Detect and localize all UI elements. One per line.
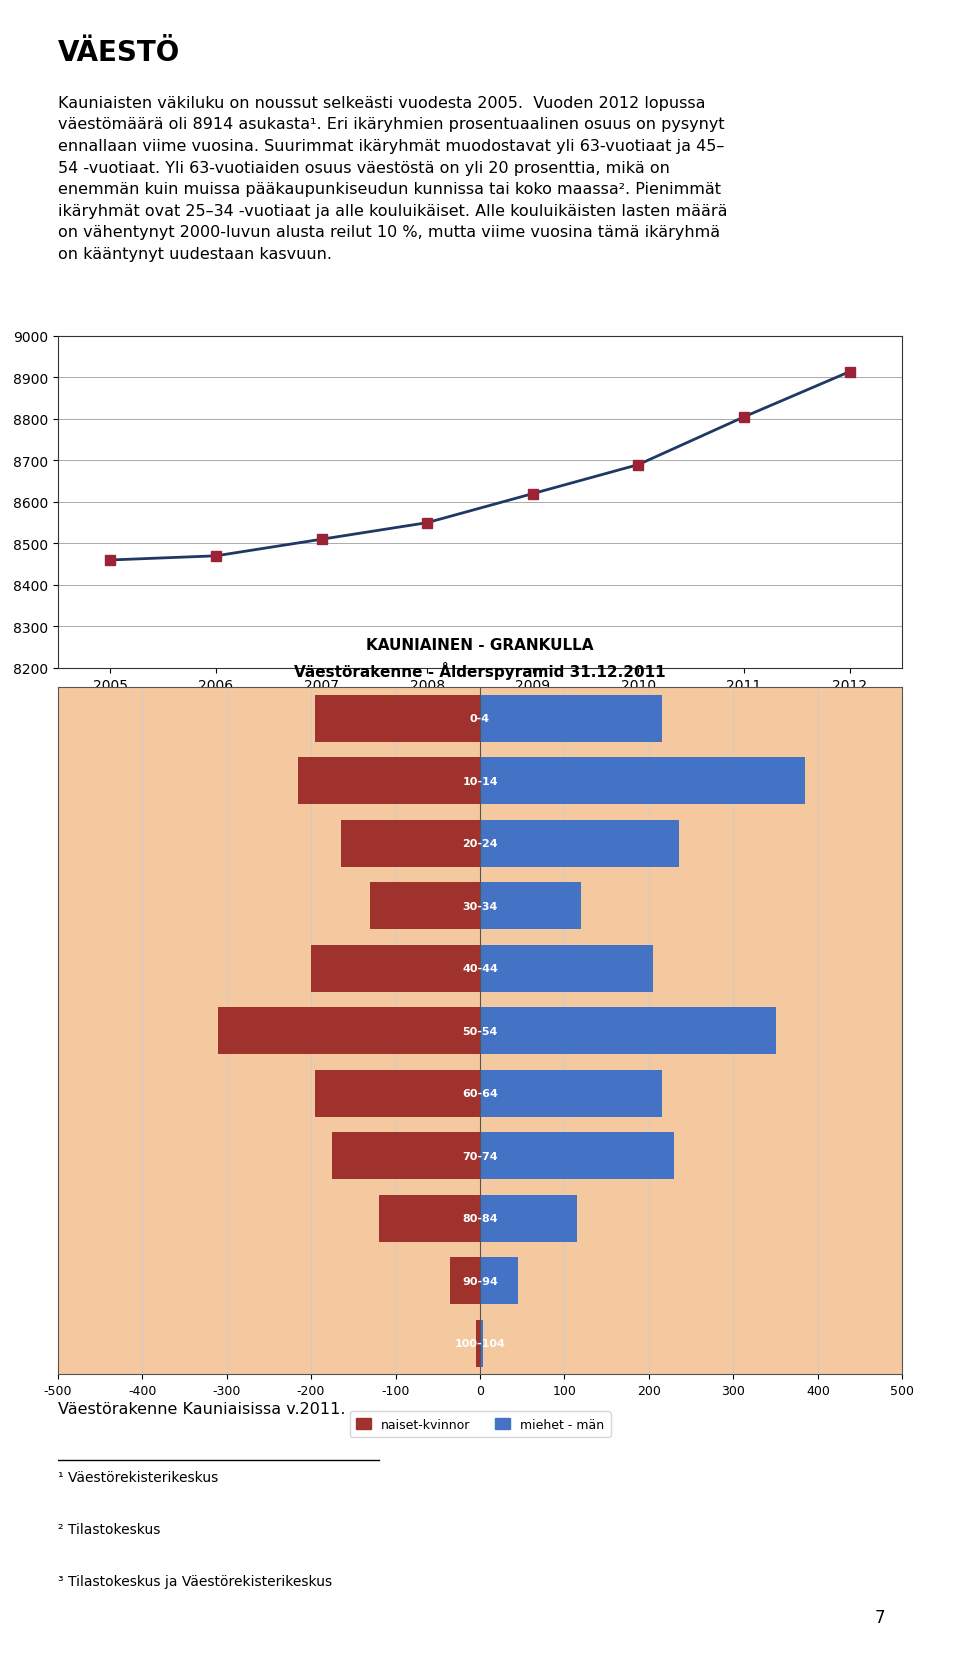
Text: 20-24: 20-24 [462, 839, 498, 849]
Bar [480, 945, 653, 992]
Text: 90-94: 90-94 [462, 1276, 498, 1286]
Text: 40-44: 40-44 [462, 963, 498, 973]
Text: ² Tilastokeskus: ² Tilastokeskus [58, 1523, 160, 1536]
Text: 0-4: 0-4 [470, 714, 490, 724]
Bar [299, 757, 480, 805]
Bar [480, 696, 661, 742]
Text: 80-84: 80-84 [462, 1213, 498, 1223]
Text: Väestön kehitys Kauniaisissa v. 2005 – 2012³.: Väestön kehitys Kauniaisissa v. 2005 – 2… [58, 722, 405, 737]
Text: VÄESTÖ: VÄESTÖ [58, 38, 180, 67]
Text: 50-54: 50-54 [463, 1027, 497, 1037]
Bar [480, 1070, 661, 1117]
Bar [341, 820, 480, 867]
Text: ¹ Väestörekisterikeskus: ¹ Väestörekisterikeskus [58, 1469, 218, 1484]
Bar [218, 1008, 480, 1055]
Bar [480, 757, 805, 805]
Bar [480, 1320, 483, 1366]
Text: 100-104: 100-104 [455, 1338, 505, 1348]
Text: 60-64: 60-64 [462, 1088, 498, 1098]
Text: Kauniaisten väkiluku on noussut selkeästi vuodesta 2005.  Vuoden 2012 lopussa
vä: Kauniaisten väkiluku on noussut selkeäst… [58, 97, 727, 261]
Bar [480, 820, 679, 867]
Text: 70-74: 70-74 [462, 1151, 498, 1161]
Bar [480, 1008, 776, 1055]
Bar [315, 696, 480, 742]
Bar [378, 1195, 480, 1241]
Text: 10-14: 10-14 [462, 777, 498, 787]
Bar [480, 1133, 674, 1180]
Text: ³ Tilastokeskus ja Väestörekisterikeskus: ³ Tilastokeskus ja Väestörekisterikeskus [58, 1574, 332, 1587]
Bar [480, 1195, 577, 1241]
Text: 30-34: 30-34 [463, 902, 497, 912]
Legend: naiset-kvinnor, miehet - män: naiset-kvinnor, miehet - män [349, 1411, 611, 1438]
Title: KAUNIAINEN - GRANKULLA
Väestörakenne - Ålderspyramid 31.12.2011: KAUNIAINEN - GRANKULLA Väestörakenne - Å… [294, 637, 666, 679]
Bar [332, 1133, 480, 1180]
Bar [476, 1320, 480, 1366]
Bar [311, 945, 480, 992]
Text: 7: 7 [875, 1607, 885, 1626]
Text: Väestörakenne Kauniaisissa v.2011.: Väestörakenne Kauniaisissa v.2011. [58, 1401, 345, 1416]
Bar [371, 884, 480, 930]
Bar [480, 884, 582, 930]
Bar [315, 1070, 480, 1117]
Bar [450, 1258, 480, 1305]
Bar [480, 1258, 518, 1305]
